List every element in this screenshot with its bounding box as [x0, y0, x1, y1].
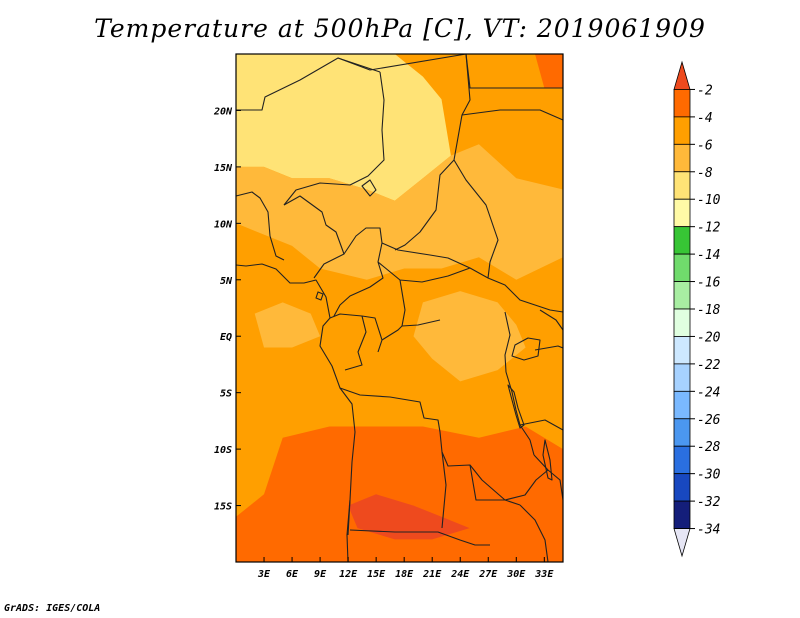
lake-malawi — [542, 439, 553, 481]
y-tick-label: 10N — [214, 219, 233, 230]
colorbar-label: -28 — [697, 440, 721, 455]
colorbar-swatch — [673, 336, 691, 365]
border-west — [235, 191, 285, 261]
colorbar-label: -12 — [697, 221, 721, 236]
country-boundaries — [235, 53, 564, 563]
border-sudan — [453, 109, 564, 313]
temperature-region-3 — [413, 291, 526, 382]
y-tick-label: EQ — [220, 332, 232, 343]
colorbar-swatch — [673, 528, 691, 558]
border-zambia — [441, 451, 549, 529]
colorbar-swatch — [673, 473, 691, 502]
chart-title: Temperature at 500hPa [C], VT: 201906190… — [94, 14, 706, 43]
colorbar-swatch — [673, 500, 691, 529]
colorbar-swatch — [673, 363, 691, 392]
colorbar-label: -24 — [697, 385, 720, 400]
colorbar-label: -18 — [697, 303, 721, 318]
colorbar-label: -10 — [697, 193, 721, 208]
temperature-region-0 — [236, 54, 451, 201]
colorbar-swatch — [673, 60, 691, 90]
y-axis-ticks: 20N 15N 10N 5N EQ 5S 10S 15S — [213, 106, 241, 513]
colorbar-swatch — [673, 308, 691, 337]
coastline — [235, 263, 356, 563]
lake-tanganyika — [507, 384, 525, 429]
border-car-drc — [377, 261, 471, 327]
colorbar: -2 -4 -6 -8 -10 -12 -14 -16 -18 -20 -22 -24 -26 -28 -3… — [673, 60, 721, 558]
colorbar-swatch — [673, 445, 691, 475]
island-bioko — [315, 291, 324, 301]
x-tick-label: 21E — [422, 569, 442, 580]
colorbar-swatch — [673, 253, 691, 282]
x-tick-label: 15E — [367, 569, 386, 580]
border-niger-chad — [394, 53, 471, 251]
temperature-region-5 — [348, 494, 470, 540]
border-drc-east — [504, 311, 535, 456]
y-tick-label: 15N — [214, 163, 233, 174]
colorbar-label: -6 — [697, 138, 713, 153]
colorbar-label: -16 — [697, 276, 721, 291]
x-tick-label: 24E — [450, 569, 470, 580]
colorbar-swatch — [673, 143, 691, 173]
border-mozambique — [519, 454, 564, 563]
x-tick-label: 27E — [478, 569, 498, 580]
colorbar-label: -14 — [697, 248, 720, 263]
grads-credit: GrADS: IGES/COLA — [4, 603, 101, 614]
temperature-region-6 — [535, 54, 563, 88]
colorbar-label: -22 — [697, 358, 721, 373]
colorbar-swatch — [673, 89, 691, 118]
lake-chad — [361, 179, 377, 197]
border-angola-namibia — [347, 499, 490, 546]
map-frame — [235, 53, 564, 563]
x-tick-label: 6E — [286, 569, 299, 580]
colorbar-swatch — [673, 171, 691, 200]
colorbar-label: -2 — [697, 83, 713, 98]
colorbar-label: -26 — [697, 413, 721, 428]
colorbar-label: -8 — [697, 166, 713, 181]
colorbar-swatch — [673, 390, 691, 420]
x-axis-ticks: 3E 6E 9E 12E 15E 18E 21E 24E 27E 30E 33E — [257, 557, 554, 580]
colorbar-swatch — [673, 418, 691, 447]
border-congo — [344, 315, 441, 371]
border-libya-top — [337, 53, 467, 71]
border-cameroon-gabon — [329, 313, 383, 353]
border-tanzania — [519, 309, 564, 431]
border-burkina — [283, 195, 345, 279]
colorbar-swatch — [673, 198, 691, 228]
x-tick-label: 9E — [314, 569, 327, 580]
border-chad-car — [381, 242, 489, 279]
border-mali-niger — [283, 71, 385, 206]
temperature-field — [236, 54, 563, 562]
x-tick-label: 3E — [257, 569, 271, 580]
colorbar-label: -4 — [697, 111, 713, 126]
x-tick-label: 12E — [339, 569, 358, 580]
y-tick-label: 15S — [214, 502, 232, 513]
border-libya — [465, 53, 563, 89]
x-tick-label: 30E — [506, 569, 526, 580]
colorbar-label: -20 — [697, 330, 721, 345]
x-tick-label: 18E — [395, 569, 414, 580]
temperature-region-4 — [236, 426, 563, 562]
temperature-region-2 — [254, 302, 321, 348]
y-tick-label: 5S — [220, 389, 232, 400]
colorbar-label: -30 — [697, 468, 721, 483]
colorbar-swatch — [673, 281, 691, 310]
colorbar-swatch — [673, 116, 691, 145]
x-tick-label: 33E — [534, 569, 554, 580]
y-tick-label: 5N — [220, 276, 233, 287]
y-tick-label: 10S — [214, 445, 232, 456]
colorbar-label: -32 — [697, 495, 721, 510]
temperature-region-1 — [236, 144, 563, 280]
border-drc-angola — [339, 387, 521, 506]
colorbar-swatch — [673, 226, 691, 255]
lake-victoria — [511, 337, 541, 361]
colorbar-label: -34 — [697, 523, 720, 538]
y-tick-label: 20N — [213, 106, 233, 117]
